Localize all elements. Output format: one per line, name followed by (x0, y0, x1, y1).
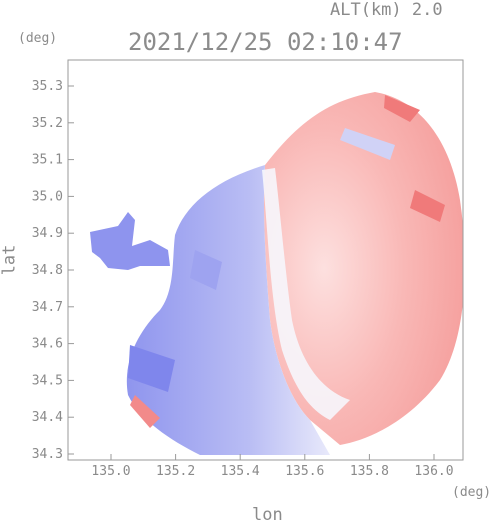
blue-edge-streak-1 (340, 128, 395, 160)
y-tick-label: 34.7 (32, 300, 63, 315)
y-tick-label: 34.5 (32, 373, 63, 388)
y-tick-label: 34.8 (32, 263, 63, 278)
west-clutter-blue (90, 212, 170, 270)
receding-echo (263, 92, 463, 445)
y-tick-label: 35.0 (32, 189, 63, 204)
x-tick-label: 136.0 (414, 464, 453, 479)
radar-echo-region (90, 92, 463, 455)
y-tick-label: 34.3 (32, 447, 63, 462)
y-axis-ticks: 35.3 35.2 35.1 35.0 34.9 34.8 34.7 34.6 34.5 34.4… (32, 79, 74, 462)
x-tick-label: 135.4 (221, 464, 260, 479)
x-unit-label: (deg) (452, 485, 491, 500)
approaching-echo (126, 165, 330, 455)
y-unit-label: (deg) (18, 31, 58, 46)
x-tick-label: 135.2 (156, 464, 195, 479)
x-tick-label: 135.8 (350, 464, 389, 479)
zero-velocity-band (262, 168, 350, 420)
y-tick-label: 34.6 (32, 337, 63, 352)
y-tick-label: 35.3 (32, 79, 63, 94)
x-axis-label: lon (252, 505, 283, 525)
x-axis-ticks: 135.0 135.2 135.4 135.6 135.8 136.0 (91, 454, 454, 479)
x-tick-label: 135.0 (91, 464, 130, 479)
x-tick-label: 135.6 (285, 464, 324, 479)
datetime-label: 2021/12/25 02:10:47 (128, 28, 403, 56)
y-tick-label: 34.4 (32, 410, 63, 425)
blue-edge-streak-3 (190, 250, 222, 290)
y-tick-label: 34.9 (32, 226, 63, 241)
red-edge-streak-3 (130, 395, 160, 428)
red-edge-streak-2 (410, 190, 445, 222)
y-tick-label: 35.2 (32, 116, 63, 131)
red-edge-streak-1 (384, 95, 420, 122)
plot-frame (67, 59, 464, 461)
altitude-label: ALT(km) 2.0 (330, 0, 443, 20)
y-tick-label: 35.1 (32, 153, 63, 168)
blue-edge-streak-2 (128, 345, 175, 392)
